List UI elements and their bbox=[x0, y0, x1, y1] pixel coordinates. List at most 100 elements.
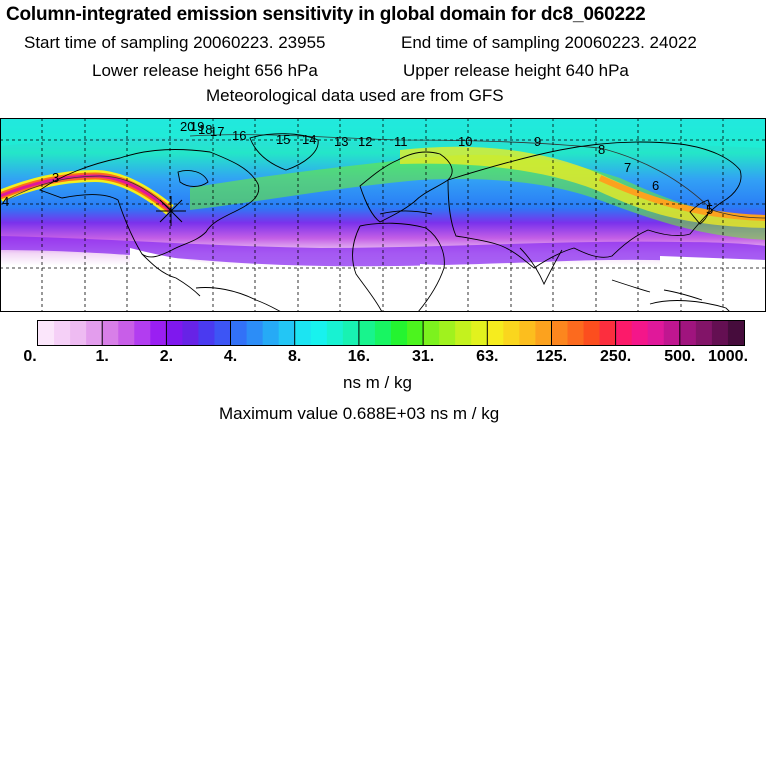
map-frame bbox=[0, 118, 766, 312]
colorbar-swatch bbox=[567, 321, 585, 345]
trajectory-age-label: 11 bbox=[394, 134, 408, 149]
colorbar-tick-label: 125. bbox=[536, 348, 567, 364]
trajectory-age-label: 7 bbox=[624, 160, 631, 175]
africa-coast bbox=[352, 222, 445, 312]
colorbar-swatch bbox=[166, 321, 183, 345]
japan-coast bbox=[689, 199, 711, 225]
trajectory-age-label: 8 bbox=[598, 142, 605, 157]
colorbar-swatch bbox=[150, 321, 167, 345]
trajectory-age-label: 14 bbox=[302, 132, 316, 147]
colorbar-swatch bbox=[214, 321, 232, 345]
indonesia-coast bbox=[611, 279, 703, 301]
trajectory-age-label: 19 bbox=[190, 119, 204, 134]
asia-coast bbox=[447, 141, 742, 269]
colorbar-tick-label: 2. bbox=[160, 348, 173, 364]
trajectory-age-label: 3 bbox=[52, 170, 59, 185]
colorbar-swatch bbox=[471, 321, 488, 345]
trajectory-path bbox=[5, 175, 173, 211]
colorbar-tick-label: 0. bbox=[23, 348, 36, 364]
colorbar-swatch bbox=[535, 321, 552, 345]
trajectory-age-label: 15 bbox=[276, 132, 290, 147]
colorbar-tick-label: 1. bbox=[96, 348, 109, 364]
colorbar-tick-label: 8. bbox=[288, 348, 301, 364]
hudson-bay-coast bbox=[177, 170, 209, 187]
colorbar-swatch bbox=[86, 321, 103, 345]
maximum-value-label: Maximum value 0.688E+03 ns m / kg bbox=[219, 404, 500, 423]
colorbar-swatch bbox=[358, 321, 376, 345]
colorbar-swatch bbox=[695, 321, 713, 345]
high-latitude-band bbox=[0, 118, 766, 148]
colorbar-swatch bbox=[711, 321, 729, 345]
colorbar-tick-label: 4. bbox=[224, 348, 237, 364]
colorbar-swatch bbox=[519, 321, 536, 345]
colorbar-swatch bbox=[38, 321, 55, 345]
trajectory-age-label: 20 bbox=[180, 119, 194, 134]
trajectory-age-label: 12 bbox=[358, 134, 372, 149]
colorbar-swatch bbox=[118, 321, 135, 345]
colorbar-tick-label: 63. bbox=[476, 348, 498, 364]
mediterranean-coast bbox=[379, 210, 433, 215]
north-america-coast bbox=[39, 149, 260, 258]
trajectory-age-label: 18 bbox=[198, 122, 212, 137]
lower-release-height-label: Lower release height 656 hPa bbox=[92, 61, 318, 80]
colorbar-swatch bbox=[102, 321, 119, 345]
india-coast bbox=[519, 247, 563, 286]
colorbar-swatches bbox=[38, 321, 745, 345]
colorbar-dividers bbox=[101, 321, 681, 345]
met-data-label: Meteorological data used are from GFS bbox=[206, 86, 504, 105]
upper-release-height-label: Upper release height 640 hPa bbox=[403, 61, 629, 80]
colorbar-swatch bbox=[374, 321, 392, 345]
colorbar-swatch bbox=[182, 321, 199, 345]
greenland-coast bbox=[249, 133, 319, 171]
colorbar-swatch bbox=[230, 321, 248, 345]
colorbar-tick-label: 31. bbox=[412, 348, 434, 364]
coastlines bbox=[39, 133, 742, 312]
colorbar-swatch bbox=[679, 321, 697, 345]
colorbar-swatch bbox=[278, 321, 296, 345]
colorbar-swatch bbox=[455, 321, 472, 345]
colorbar-swatch bbox=[262, 321, 280, 345]
colorbar-unit-label: ns m / kg bbox=[343, 373, 412, 392]
colorbar-swatch bbox=[663, 321, 681, 345]
colorbar-swatch bbox=[70, 321, 87, 345]
southern-clear-region bbox=[130, 248, 766, 312]
jet-band-green bbox=[190, 154, 766, 240]
colorbar-swatch bbox=[439, 321, 456, 345]
central-america-coast bbox=[141, 253, 201, 297]
colorbar-swatch bbox=[391, 321, 408, 345]
release-location-marker bbox=[156, 196, 186, 226]
colorbar-swatch bbox=[599, 321, 617, 345]
trajectory-age-label: 17 bbox=[210, 124, 224, 139]
colorbar-swatch bbox=[615, 321, 633, 345]
colorbar-swatch bbox=[54, 321, 71, 345]
graticule bbox=[0, 118, 766, 312]
colorbar-tick-label: 500. bbox=[664, 348, 695, 364]
colorbar-swatch bbox=[503, 321, 520, 345]
colorbar-swatch bbox=[134, 321, 151, 345]
colorbar-swatch bbox=[198, 321, 215, 345]
plot-title: Column-integrated emission sensitivity i… bbox=[6, 4, 646, 25]
trajectory-age-label: 10 bbox=[458, 134, 472, 149]
trajectory-age-label: 6 bbox=[652, 178, 659, 193]
colorbar-tick-label: 16. bbox=[348, 348, 370, 364]
colorbar-swatch bbox=[583, 321, 601, 345]
colorbar-tick-label: 1000. bbox=[708, 348, 748, 364]
start-time-label: Start time of sampling 20060223. 23955 bbox=[24, 33, 326, 52]
colorbar-swatch bbox=[326, 321, 344, 345]
trajectory-age-label: 5 bbox=[706, 202, 713, 217]
colorbar-swatch bbox=[407, 321, 424, 345]
colorbar-swatch bbox=[727, 321, 745, 345]
colorbar-frame bbox=[37, 320, 745, 346]
colorbar-tick-labels: 0. 1. 2. 4. 8. 16. 31. 63. 125. 250. 500. 1000. bbox=[23, 348, 748, 364]
colorbar-swatch bbox=[631, 321, 649, 345]
trajectory-age-label: 13 bbox=[334, 134, 348, 149]
trajectory-age-label: 4 bbox=[2, 194, 9, 209]
colorbar-swatch bbox=[294, 321, 312, 345]
australia-coast bbox=[649, 300, 731, 312]
trajectory-age-label: 9 bbox=[534, 134, 541, 149]
colorbar-swatch bbox=[487, 321, 504, 345]
colorbar-swatch bbox=[551, 321, 568, 345]
end-time-label: End time of sampling 20060223. 24022 bbox=[401, 33, 697, 52]
